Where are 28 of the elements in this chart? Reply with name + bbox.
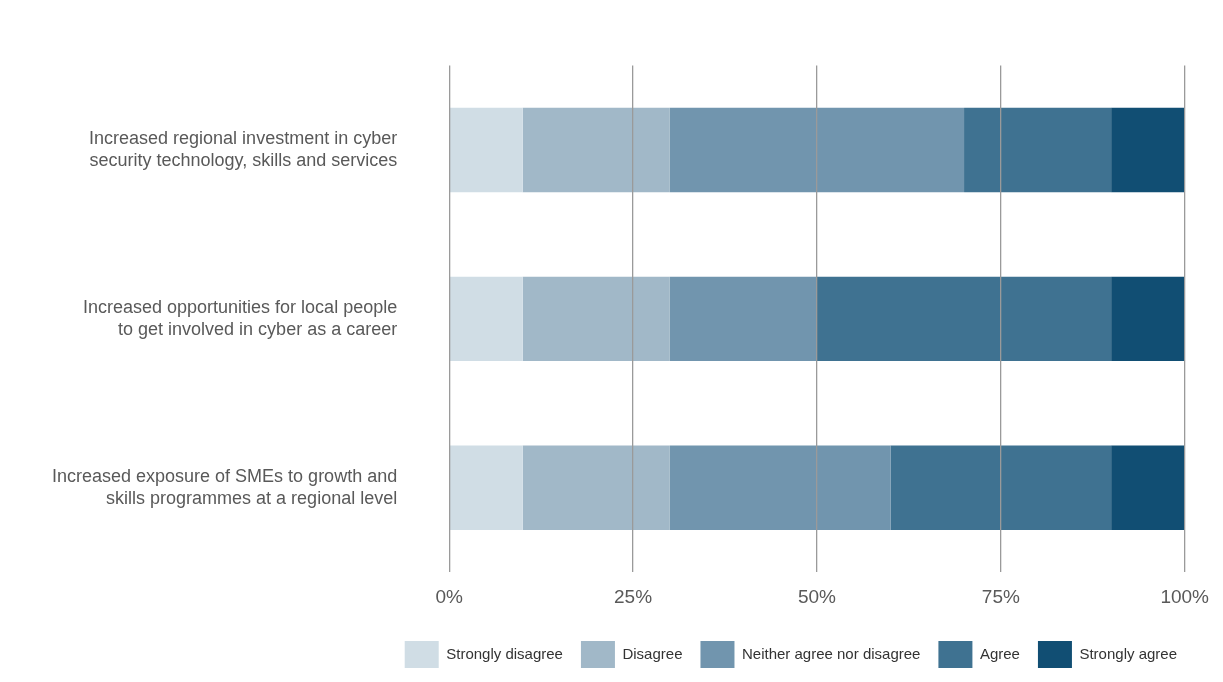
x-tick-label: 75% <box>981 585 1020 607</box>
bar <box>522 445 670 530</box>
bar <box>449 107 523 193</box>
y-tick-label: Increased regional investment in cyber security technology, skills and services <box>89 128 398 170</box>
bar <box>522 107 670 193</box>
bar <box>449 276 523 362</box>
x-tick-label: 25% <box>614 585 653 607</box>
y-tick-label: Increased exposure of SMEs to growth and skills programmes at a regional level <box>51 465 398 508</box>
legend-label: Strongly agree <box>1079 644 1177 662</box>
legend-label: Strongly disagree <box>446 644 563 662</box>
x-tick-label: 50% <box>797 585 837 607</box>
bar <box>669 445 891 530</box>
y-tick-label: Increased opportunities for local people to get involved in cyber as a career <box>82 297 398 339</box>
bar <box>890 445 1112 530</box>
bar <box>669 107 965 193</box>
legend-label: Disagree <box>622 644 683 662</box>
bar <box>1111 445 1185 530</box>
bar <box>669 276 817 362</box>
x-tick-label: 100% <box>1160 585 1210 607</box>
bar <box>964 107 1112 193</box>
bar <box>522 276 670 362</box>
bar <box>449 445 523 530</box>
x-tick-label: 0% <box>435 585 464 607</box>
bar <box>816 276 1112 362</box>
legend-label: Agree <box>979 644 1020 662</box>
bar <box>1111 276 1185 362</box>
bar <box>1111 107 1185 193</box>
legend-label: Neither agree nor disagree <box>741 644 921 662</box>
